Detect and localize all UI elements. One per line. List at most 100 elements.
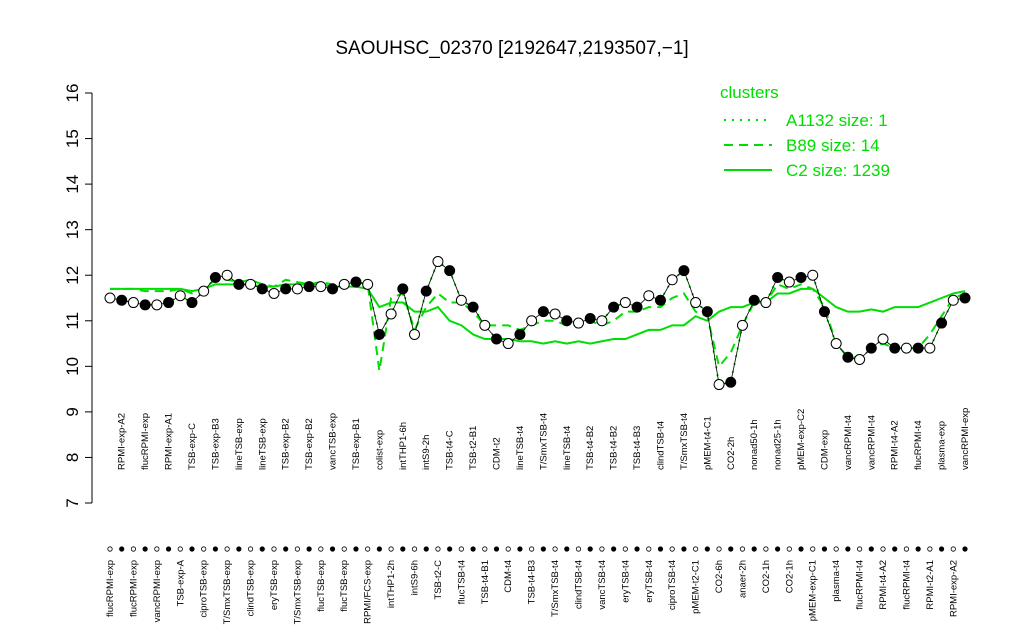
sample-dot xyxy=(915,546,921,552)
sample-dot xyxy=(938,546,945,552)
point xyxy=(830,338,842,350)
point xyxy=(807,269,819,281)
x-tick-label: pMEM-exp-C2 xyxy=(796,409,807,470)
sample-dot xyxy=(294,546,300,552)
sample-dot xyxy=(142,546,148,552)
sample-dot xyxy=(646,546,652,552)
sample-dot xyxy=(283,546,289,552)
x-tick-label: plasma-exp xyxy=(937,421,948,470)
sample-dot xyxy=(681,546,687,552)
point xyxy=(900,342,912,354)
point xyxy=(526,315,538,327)
point xyxy=(467,301,479,313)
chart-title: SAOUHSC_02370 [2192647,2193507,−1] xyxy=(335,38,688,59)
point xyxy=(854,354,866,365)
sample-dot xyxy=(669,546,675,552)
x-tick-label: flucRPMI-exp xyxy=(105,560,116,617)
point xyxy=(385,308,397,320)
sample-dot xyxy=(271,546,277,552)
x-tick-label: RPMI-t4-A2 xyxy=(890,420,901,470)
x-tick-label: colist-exp xyxy=(374,430,385,470)
sample-dot xyxy=(259,546,265,552)
y-tick-label: 14 xyxy=(63,175,82,194)
point xyxy=(643,290,655,302)
y-tick-label: 12 xyxy=(63,266,82,285)
sample-dot xyxy=(693,546,699,552)
x-tick-label: flucRPMI-t4 xyxy=(913,420,924,470)
sample-dot xyxy=(634,546,640,552)
sample-dot xyxy=(927,546,933,552)
x-tick-label: flucTSB-exp xyxy=(316,560,327,612)
x-tick-label: pMEM-t4-C1 xyxy=(702,416,713,470)
point xyxy=(163,297,175,309)
sample-dot xyxy=(458,546,464,552)
sample-dot xyxy=(400,546,406,552)
point xyxy=(818,306,830,318)
point xyxy=(865,342,877,354)
sample-dot xyxy=(763,546,769,552)
point xyxy=(572,317,584,329)
sample-dot xyxy=(517,546,523,552)
point xyxy=(338,278,350,290)
point xyxy=(936,317,948,329)
x-tick-label: clindTSB-t4 xyxy=(655,421,666,470)
point xyxy=(420,285,432,297)
x-tick-label: lineTSB-t4 xyxy=(515,426,526,470)
sample-dot xyxy=(575,546,582,552)
sample-dot xyxy=(775,546,781,552)
point xyxy=(760,297,772,309)
point xyxy=(912,342,924,354)
sample-dot xyxy=(224,546,230,552)
sample-dot xyxy=(376,546,382,552)
sample-dot xyxy=(212,546,219,552)
sample-dot xyxy=(552,546,558,552)
sample-dot xyxy=(821,546,828,552)
point xyxy=(795,272,807,283)
point xyxy=(139,299,151,311)
sample-dot xyxy=(751,546,757,552)
point xyxy=(736,319,748,331)
x-tick-label: CO2-2h xyxy=(726,437,737,470)
sample-dot xyxy=(564,546,570,552)
point xyxy=(479,319,491,331)
point xyxy=(491,333,503,345)
x-tick-label: ciproTSB-exp xyxy=(199,560,210,618)
sample-dot xyxy=(856,546,863,552)
sample-dot xyxy=(201,546,207,552)
x-tick-label: flucRPMI-exp xyxy=(128,560,139,617)
x-tick-label: T/SmxTSB-t4 xyxy=(679,413,690,470)
point xyxy=(596,315,608,327)
x-tick-label: vancRPMI-exp xyxy=(152,560,163,622)
sample-dot xyxy=(599,546,605,552)
sample-dot xyxy=(482,546,488,552)
sample-dot xyxy=(247,546,254,552)
point xyxy=(502,338,514,350)
x-tick-label: T/SmxTSB-exp xyxy=(292,560,303,624)
sample-dot xyxy=(189,546,195,552)
x-tick-label: RPMI-exp-A1 xyxy=(164,413,175,470)
x-tick-label: RPMI-exp-A2 xyxy=(117,413,128,470)
x-tick-label: TSB-exp-B2 xyxy=(281,418,292,470)
sample-dot xyxy=(306,546,312,552)
point xyxy=(268,287,280,299)
x-tick-label: intS9-6h xyxy=(410,560,421,595)
x-tick-label: TSB-t2-B1 xyxy=(468,426,479,470)
x-tick-label: plasma-t4 xyxy=(831,560,842,602)
point xyxy=(432,256,444,268)
x-tick-label: TSB-exp-B2 xyxy=(304,418,315,470)
point xyxy=(174,290,186,302)
x-tick-label: nonad50-1h xyxy=(749,419,760,470)
x-tick-label: flucTSB-t4 xyxy=(456,560,467,604)
point xyxy=(409,328,421,340)
sample-dot xyxy=(587,546,593,552)
x-tick-label: RPMI-t4-A2 xyxy=(878,560,889,610)
x-tick-label: vancTSB-t4 xyxy=(597,560,608,610)
y-tick-label: 11 xyxy=(63,312,82,330)
sample-dot xyxy=(423,546,429,552)
point xyxy=(127,297,139,309)
point xyxy=(690,297,702,309)
x-tick-label: flucRPMI-t4 xyxy=(855,560,866,610)
point xyxy=(186,297,198,309)
x-tick-label: RPMI/FCS-exp xyxy=(363,560,374,624)
sample-dot xyxy=(529,546,535,552)
